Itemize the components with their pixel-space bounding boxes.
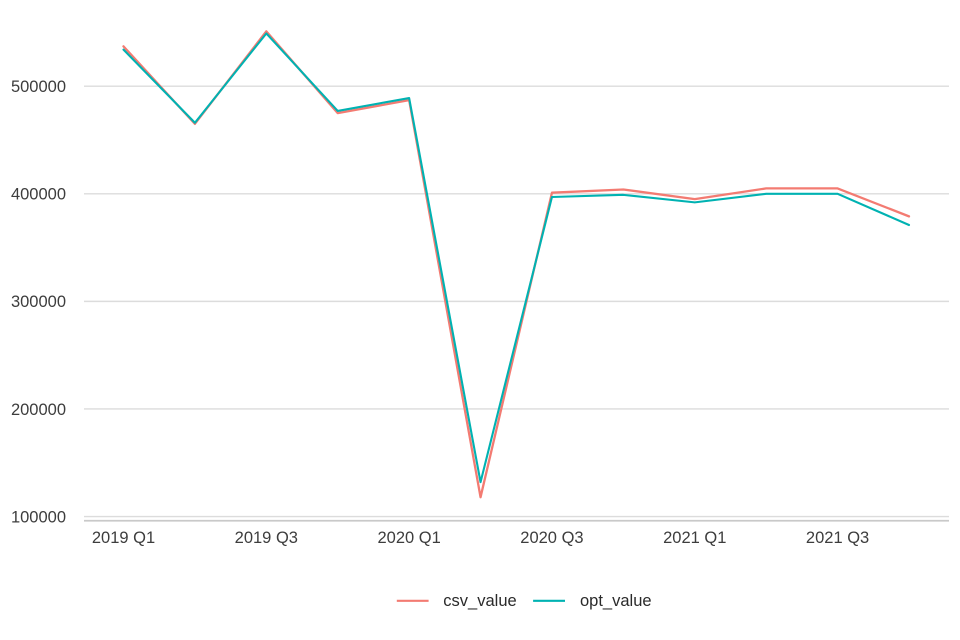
svg-text:300000: 300000 <box>11 293 66 311</box>
svg-text:2020 Q1: 2020 Q1 <box>377 529 440 547</box>
svg-text:100000: 100000 <box>11 508 66 526</box>
svg-text:2019 Q1: 2019 Q1 <box>92 529 155 547</box>
svg-text:csv_value: csv_value <box>443 592 516 610</box>
svg-text:2021 Q1: 2021 Q1 <box>663 529 726 547</box>
svg-text:500000: 500000 <box>11 78 66 96</box>
svg-text:2020 Q3: 2020 Q3 <box>520 529 583 547</box>
svg-text:2019 Q3: 2019 Q3 <box>235 529 298 547</box>
svg-text:400000: 400000 <box>11 186 66 204</box>
svg-text:200000: 200000 <box>11 401 66 419</box>
svg-text:opt_value: opt_value <box>580 592 652 610</box>
svg-text:2021 Q3: 2021 Q3 <box>806 529 869 547</box>
